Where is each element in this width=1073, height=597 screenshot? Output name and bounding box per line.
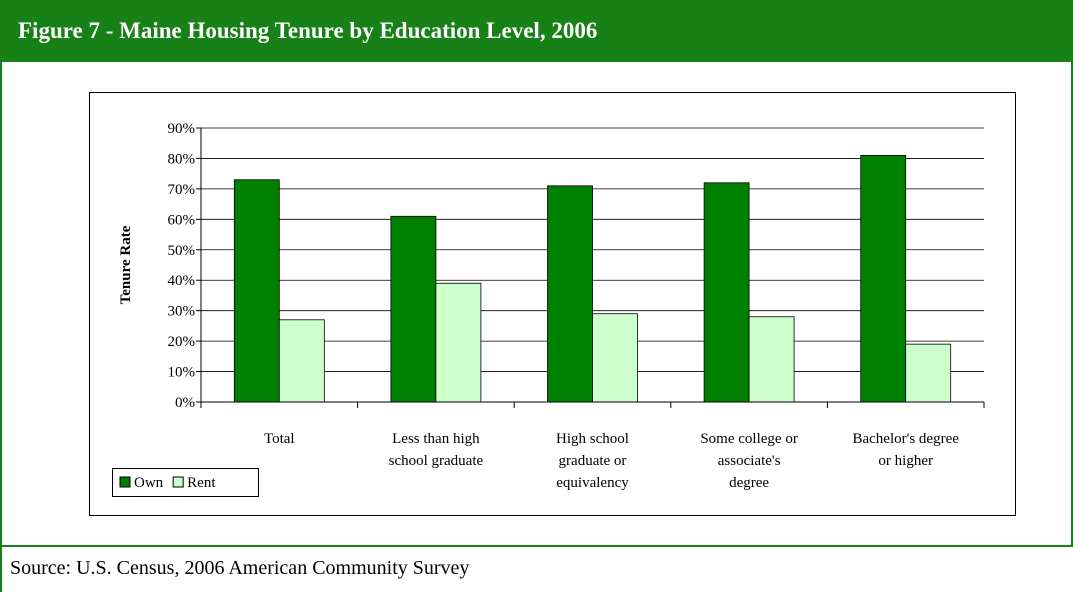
bar bbox=[905, 343, 952, 403]
bar bbox=[233, 179, 280, 403]
y-tick-label: 80% bbox=[168, 151, 196, 167]
bar bbox=[435, 282, 482, 403]
x-tick-label: High school bbox=[556, 431, 629, 447]
x-tick-label: equivalency bbox=[556, 475, 629, 491]
x-tick-label: Less than high bbox=[392, 431, 480, 447]
x-tick-label: Bachelor's degree bbox=[852, 431, 959, 447]
y-tick-label: 0% bbox=[175, 395, 195, 411]
legend-label: Own bbox=[134, 475, 164, 491]
source: Source: U.S. Census, 2006 American Commu… bbox=[10, 557, 469, 579]
y-axis-label: Tenure Rate bbox=[118, 225, 134, 304]
legend-swatch bbox=[172, 476, 184, 488]
bar bbox=[278, 319, 325, 403]
bar bbox=[547, 185, 593, 403]
y-tick-label: 40% bbox=[168, 273, 196, 289]
y-tick-label: 60% bbox=[168, 212, 196, 228]
x-tick-label: or higher bbox=[878, 453, 933, 469]
bar bbox=[592, 313, 638, 403]
figure-title: Figure 7 - Maine Housing Tenure by Educa… bbox=[18, 18, 597, 43]
plot: 0% 10% 20% 30% 40% 50% 60% 70% 80% 90% Total Less t… bbox=[112, 121, 985, 497]
y-tick-label: 20% bbox=[168, 334, 196, 350]
x-tick-label: school graduate bbox=[389, 453, 484, 469]
x-tick-label: Total bbox=[264, 431, 295, 447]
bar bbox=[703, 182, 750, 403]
bar bbox=[860, 154, 907, 403]
x-tick-label: Some college or bbox=[700, 431, 797, 447]
legend-label: Rent bbox=[187, 475, 216, 491]
bar bbox=[748, 316, 795, 403]
y-tick-label: 30% bbox=[168, 304, 196, 320]
x-tick-label: associate's bbox=[718, 453, 781, 469]
y-tick-label: 90% bbox=[168, 121, 196, 137]
legend-box bbox=[112, 468, 259, 497]
y-tick-label: 10% bbox=[168, 365, 196, 381]
header-bar bbox=[0, 0, 1073, 62]
x-tick-label: degree bbox=[729, 475, 769, 491]
x-tick-label: graduate or bbox=[559, 453, 627, 469]
bar bbox=[390, 215, 437, 403]
y-tick-label: 50% bbox=[168, 243, 196, 259]
legend-swatch bbox=[119, 476, 131, 488]
y-tick-label: 70% bbox=[168, 182, 196, 198]
